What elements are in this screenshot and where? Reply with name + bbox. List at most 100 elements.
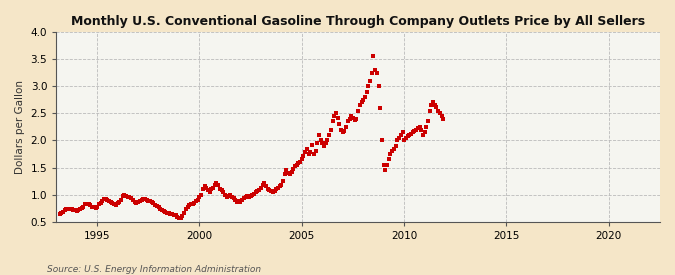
Point: [167, 212, 178, 216]
Point: [298, 153, 309, 158]
Point: [412, 126, 423, 131]
Point: [82, 202, 92, 206]
Point: [199, 184, 210, 189]
Point: [390, 144, 401, 148]
Point: [285, 172, 296, 176]
Point: [375, 106, 385, 110]
Point: [334, 122, 345, 126]
Point: [99, 197, 109, 202]
Point: [235, 199, 246, 204]
Point: [76, 206, 87, 210]
Point: [75, 207, 86, 211]
Point: [56, 210, 67, 215]
Point: [165, 211, 176, 216]
Point: [418, 133, 429, 137]
Point: [93, 202, 104, 207]
Point: [160, 210, 171, 214]
Point: [257, 183, 268, 187]
Point: [353, 108, 364, 113]
Y-axis label: Dollars per Gallon: Dollars per Gallon: [15, 80, 25, 174]
Point: [380, 168, 391, 172]
Point: [119, 192, 130, 197]
Point: [267, 190, 278, 194]
Point: [421, 125, 431, 129]
Point: [329, 114, 340, 118]
Title: Monthly U.S. Conventional Gasoline Through Company Outlets Price by All Sellers: Monthly U.S. Conventional Gasoline Throu…: [71, 15, 645, 28]
Point: [331, 111, 342, 116]
Point: [134, 198, 145, 203]
Point: [196, 192, 207, 197]
Point: [389, 146, 400, 151]
Point: [338, 130, 348, 134]
Point: [80, 202, 90, 207]
Point: [189, 200, 200, 205]
Point: [230, 198, 241, 202]
Point: [65, 207, 76, 211]
Point: [313, 133, 324, 137]
Point: [261, 184, 271, 189]
Point: [107, 200, 118, 205]
Point: [136, 198, 147, 202]
Point: [269, 189, 280, 193]
Point: [438, 117, 449, 121]
Point: [356, 100, 367, 104]
Point: [169, 213, 180, 217]
Point: [205, 190, 215, 194]
Point: [317, 141, 327, 145]
Point: [57, 210, 68, 214]
Point: [208, 186, 219, 190]
Point: [177, 214, 188, 219]
Point: [158, 209, 169, 213]
Point: [321, 141, 331, 145]
Point: [115, 198, 126, 202]
Point: [335, 127, 346, 132]
Point: [409, 128, 420, 133]
Point: [61, 207, 72, 211]
Point: [129, 199, 140, 204]
Point: [188, 202, 198, 206]
Point: [266, 189, 277, 194]
Point: [117, 194, 128, 199]
Point: [63, 207, 74, 211]
Point: [344, 117, 355, 121]
Point: [373, 84, 384, 88]
Point: [402, 134, 413, 138]
Point: [237, 198, 248, 202]
Point: [170, 213, 181, 218]
Text: Source: U.S. Energy Information Administration: Source: U.S. Energy Information Administ…: [47, 265, 261, 274]
Point: [201, 186, 212, 190]
Point: [111, 203, 122, 208]
Point: [255, 186, 266, 190]
Point: [173, 216, 184, 221]
Point: [431, 104, 442, 109]
Point: [150, 203, 161, 207]
Point: [128, 198, 138, 202]
Point: [308, 152, 319, 156]
Point: [95, 201, 106, 205]
Point: [184, 203, 194, 208]
Point: [292, 163, 302, 167]
Point: [182, 204, 193, 209]
Point: [180, 207, 191, 211]
Point: [146, 200, 157, 204]
Point: [144, 199, 155, 203]
Point: [387, 149, 398, 153]
Point: [370, 68, 381, 72]
Point: [396, 133, 406, 137]
Point: [341, 125, 352, 129]
Point: [342, 119, 353, 123]
Point: [349, 118, 360, 122]
Point: [435, 111, 446, 116]
Point: [302, 146, 313, 151]
Point: [85, 203, 96, 207]
Point: [176, 216, 186, 220]
Point: [248, 191, 259, 196]
Point: [322, 138, 333, 143]
Point: [104, 199, 115, 203]
Point: [407, 130, 418, 134]
Point: [276, 183, 287, 187]
Point: [232, 199, 242, 204]
Point: [378, 163, 389, 167]
Point: [219, 192, 230, 197]
Point: [148, 201, 159, 205]
